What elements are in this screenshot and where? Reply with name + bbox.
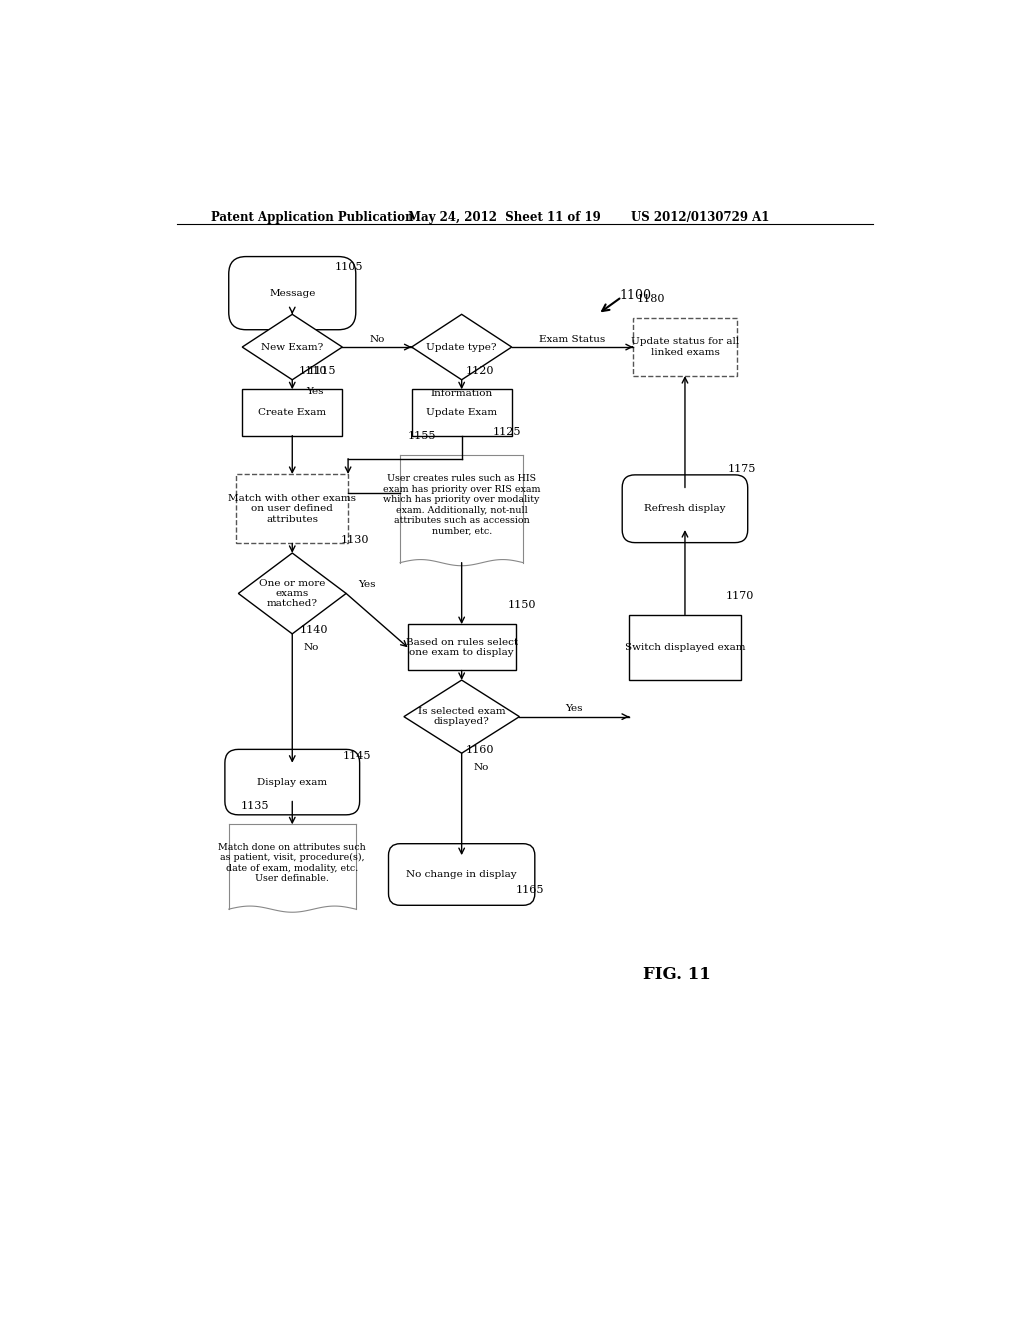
Text: 1145: 1145 <box>342 751 371 762</box>
Text: Match done on attributes such
as patient, visit, procedure(s),
date of exam, mod: Match done on attributes such as patient… <box>218 842 367 883</box>
Text: 1125: 1125 <box>493 428 521 437</box>
Bar <box>408 624 515 671</box>
Text: Yes: Yes <box>565 705 583 713</box>
Text: Update type?: Update type? <box>426 343 497 351</box>
Polygon shape <box>239 553 346 634</box>
FancyBboxPatch shape <box>228 256 355 330</box>
Text: Refresh display: Refresh display <box>644 504 726 513</box>
Polygon shape <box>403 680 519 754</box>
Bar <box>629 615 740 680</box>
Text: No: No <box>370 335 385 343</box>
Text: May 24, 2012  Sheet 11 of 19: May 24, 2012 Sheet 11 of 19 <box>408 211 600 224</box>
Text: Is selected exam
displayed?: Is selected exam displayed? <box>418 708 506 726</box>
FancyBboxPatch shape <box>388 843 535 906</box>
Text: 1100: 1100 <box>620 289 651 302</box>
FancyBboxPatch shape <box>225 750 359 814</box>
Text: 1160: 1160 <box>466 744 494 755</box>
Bar <box>237 474 348 544</box>
Text: Switch displayed exam: Switch displayed exam <box>625 643 745 652</box>
Text: No change in display: No change in display <box>407 870 517 879</box>
Text: 1175: 1175 <box>727 463 756 474</box>
Text: 1110: 1110 <box>298 366 327 376</box>
Text: Exam Status: Exam Status <box>540 335 605 343</box>
Text: No: No <box>473 763 488 772</box>
Text: 1170: 1170 <box>725 591 754 601</box>
Bar <box>243 389 342 436</box>
Text: 1165: 1165 <box>515 886 544 895</box>
Text: Based on rules select
one exam to display: Based on rules select one exam to displa… <box>406 638 518 657</box>
Text: No: No <box>304 643 319 652</box>
Text: 1150: 1150 <box>508 601 537 610</box>
FancyBboxPatch shape <box>623 475 748 543</box>
Text: 1105: 1105 <box>335 263 364 272</box>
Text: Match with other exams
on user defined
attributes: Match with other exams on user defined a… <box>228 494 356 524</box>
Text: US 2012/0130729 A1: US 2012/0130729 A1 <box>631 211 769 224</box>
Text: Create Exam: Create Exam <box>258 408 327 417</box>
Text: 1155: 1155 <box>408 432 436 441</box>
Text: 1140: 1140 <box>300 626 329 635</box>
Text: 1180: 1180 <box>637 294 666 305</box>
Text: Update Exam: Update Exam <box>426 408 498 417</box>
Text: Yes: Yes <box>357 579 375 589</box>
Bar <box>633 318 737 376</box>
Text: One or more
exams
matched?: One or more exams matched? <box>259 578 326 609</box>
Polygon shape <box>412 314 512 380</box>
Text: Message: Message <box>269 289 315 297</box>
Text: 1120: 1120 <box>466 366 494 376</box>
Text: 1130: 1130 <box>340 535 369 545</box>
Text: Update status for all
linked exams: Update status for all linked exams <box>631 338 739 356</box>
Text: 1135: 1135 <box>241 801 268 810</box>
Polygon shape <box>243 314 342 380</box>
Text: FIG. 11: FIG. 11 <box>643 966 711 983</box>
Text: Yes: Yes <box>306 387 324 396</box>
Text: New Exam?: New Exam? <box>261 343 324 351</box>
Text: Patent Application Publication: Patent Application Publication <box>211 211 414 224</box>
Text: Information: Information <box>430 389 493 399</box>
Text: 1115: 1115 <box>307 366 336 376</box>
Text: Display exam: Display exam <box>257 777 328 787</box>
Text: User creates rules such as HIS
exam has priority over RIS exam
which has priorit: User creates rules such as HIS exam has … <box>383 474 541 536</box>
Bar <box>412 389 512 436</box>
